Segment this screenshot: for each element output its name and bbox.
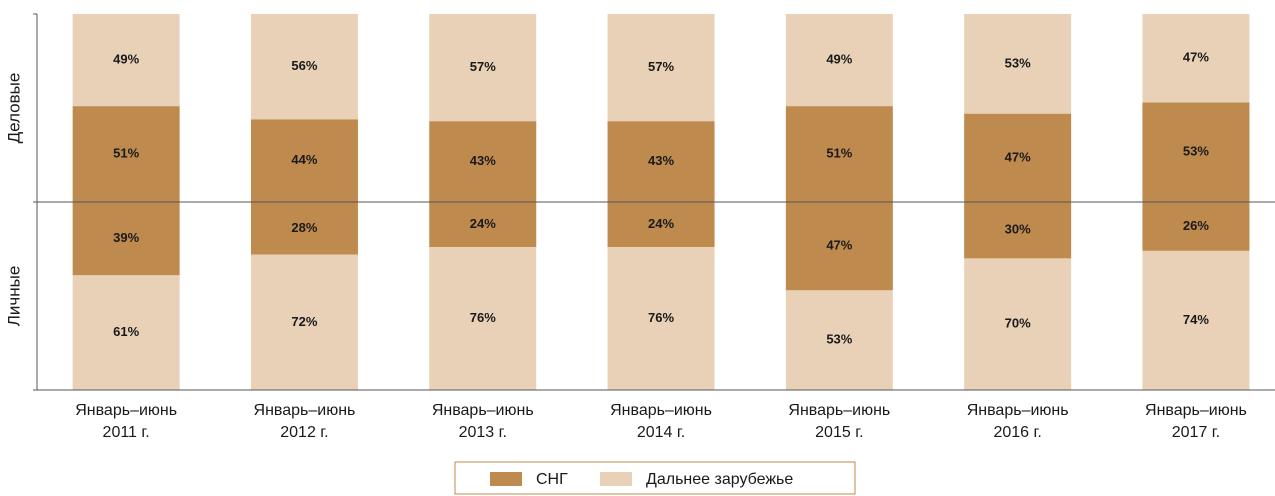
bar-segment bbox=[72, 14, 180, 107]
x-tick-label: 2013 г. bbox=[459, 424, 507, 441]
x-tick-label: Январь–июнь bbox=[1145, 402, 1247, 419]
value-label: 43% bbox=[470, 153, 496, 168]
bar-segment bbox=[250, 254, 358, 390]
bar-segment bbox=[964, 14, 1072, 114]
bar-segment bbox=[785, 290, 893, 390]
x-tick-label: 2011 г. bbox=[103, 424, 150, 441]
bar-segment bbox=[607, 202, 715, 248]
legend-swatch bbox=[600, 472, 632, 486]
value-label: 24% bbox=[648, 216, 674, 231]
legend-box bbox=[454, 461, 856, 495]
x-tick-label: Январь–июнь bbox=[967, 402, 1069, 419]
value-label: 26% bbox=[1183, 218, 1209, 233]
value-label: 39% bbox=[113, 230, 139, 245]
bar-segment bbox=[250, 119, 358, 202]
value-label: 43% bbox=[648, 153, 674, 168]
bar-segment bbox=[250, 202, 358, 255]
bar-segment bbox=[250, 14, 358, 120]
x-tick-label: 2012 г. bbox=[280, 424, 328, 441]
value-label: 47% bbox=[1005, 149, 1031, 164]
legend-label: СНГ bbox=[536, 471, 568, 488]
bar-segment bbox=[72, 275, 180, 390]
value-label: 30% bbox=[1005, 222, 1031, 237]
value-label: 57% bbox=[470, 59, 496, 74]
value-label: 57% bbox=[648, 59, 674, 74]
bar-segment bbox=[785, 14, 893, 107]
x-tick-label: Январь–июнь bbox=[788, 402, 890, 419]
bar-segment bbox=[72, 106, 180, 202]
x-tick-label: 2017 г. bbox=[1172, 424, 1220, 441]
value-label: 49% bbox=[113, 51, 139, 66]
bar-segment bbox=[72, 202, 180, 276]
bar-segment bbox=[964, 202, 1072, 259]
x-tick-label: 2016 г. bbox=[993, 424, 1041, 441]
x-tick-label: 2015 г. bbox=[815, 424, 863, 441]
value-label: 74% bbox=[1183, 312, 1209, 327]
bar-segment bbox=[785, 106, 893, 202]
value-label: 28% bbox=[291, 220, 317, 235]
bar-segment bbox=[964, 113, 1072, 202]
value-label: 24% bbox=[470, 216, 496, 231]
x-tick-label: Январь–июнь bbox=[610, 402, 712, 419]
legend-swatch bbox=[490, 472, 522, 486]
bar-segment bbox=[1142, 102, 1250, 202]
panel-label: Личные bbox=[4, 266, 23, 327]
bar-segment bbox=[429, 202, 537, 248]
bar-segment bbox=[964, 258, 1072, 390]
bar-segment bbox=[1142, 202, 1250, 251]
value-label: 53% bbox=[1005, 55, 1031, 70]
x-tick-label: Январь–июнь bbox=[432, 402, 534, 419]
x-tick-label: Январь–июнь bbox=[75, 402, 177, 419]
bar-segment bbox=[607, 121, 715, 202]
value-label: 51% bbox=[826, 145, 852, 160]
value-label: 47% bbox=[826, 238, 852, 253]
bar-segment bbox=[607, 247, 715, 390]
value-label: 76% bbox=[470, 310, 496, 325]
value-label: 56% bbox=[291, 58, 317, 73]
bar-segment bbox=[785, 202, 893, 291]
legend-label: Дальнее зарубежье bbox=[646, 471, 793, 488]
value-label: 72% bbox=[291, 314, 317, 329]
value-label: 70% bbox=[1005, 316, 1031, 331]
value-label: 51% bbox=[113, 145, 139, 160]
value-label: 53% bbox=[1183, 144, 1209, 159]
bar-segment bbox=[1142, 14, 1250, 103]
bar-segment bbox=[429, 121, 537, 202]
bar-segment bbox=[607, 14, 715, 122]
panel-label: Деловые bbox=[4, 73, 23, 144]
bar-segment bbox=[429, 247, 537, 390]
x-tick-label: 2014 г. bbox=[637, 424, 685, 441]
x-tick-label: Январь–июнь bbox=[254, 402, 356, 419]
value-label: 49% bbox=[826, 51, 852, 66]
value-label: 76% bbox=[648, 310, 674, 325]
bar-segment bbox=[429, 14, 537, 122]
value-label: 44% bbox=[291, 152, 317, 167]
value-label: 47% bbox=[1183, 50, 1209, 65]
value-label: 53% bbox=[826, 332, 852, 347]
bar-segment bbox=[1142, 250, 1250, 390]
value-label: 61% bbox=[113, 324, 139, 339]
